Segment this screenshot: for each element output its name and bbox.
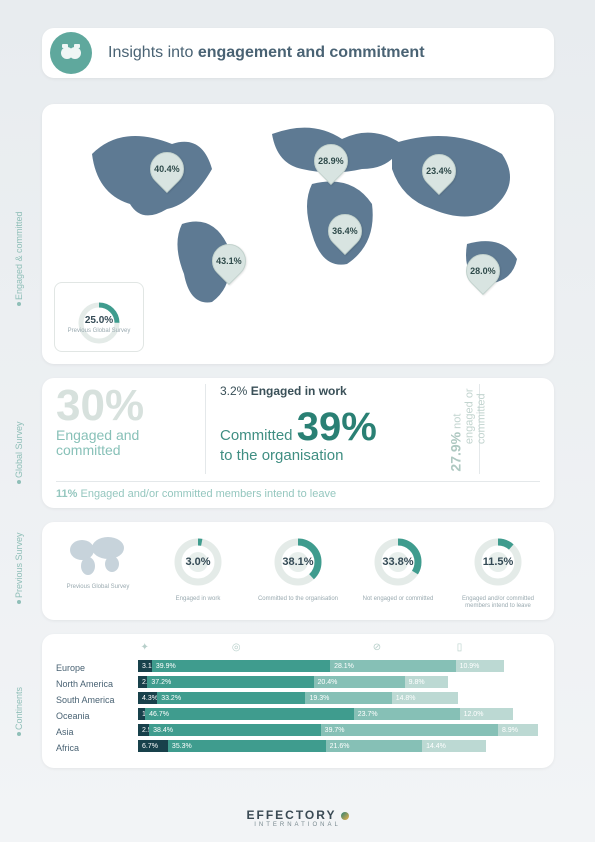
continents-card: ✦◎⊘▯ EuropeNorth AmericaSouth AmericaOce… xyxy=(42,634,554,768)
prev-badge-pct: 25.0% xyxy=(85,315,113,326)
map-pin: 28.9% xyxy=(314,144,348,186)
mid2-pct: 39% xyxy=(297,405,377,449)
bar-segment: 21.6% xyxy=(326,740,422,752)
bar-segment: 37.2% xyxy=(147,676,313,688)
footer-brand: EFFECTORY INTERNATIONAL xyxy=(0,808,595,828)
col-header-icon: ⊘ xyxy=(321,642,433,656)
page-title: Insights into engagement and commitment xyxy=(108,44,425,62)
bar-segment: 2.5% xyxy=(138,724,149,736)
global-right: 27.9% not engaged or committed xyxy=(488,386,544,472)
logo-icon xyxy=(50,32,92,74)
section-label-map: Engaged & committed xyxy=(14,211,24,300)
bar-segment: 1.6% xyxy=(138,708,145,720)
bar-segment: 3.1% xyxy=(138,660,152,672)
right-l3: committed xyxy=(476,394,488,445)
title-prefix: Insights into xyxy=(108,44,198,61)
section-label-previous: Previous Survey xyxy=(14,532,24,598)
continent-name: Oceania xyxy=(56,708,115,724)
bar-segment: 35.3% xyxy=(168,740,326,752)
bar-segment: 39.7% xyxy=(321,724,498,736)
bar-segment: 9.8% xyxy=(405,676,449,688)
bar-segment: 46.7% xyxy=(145,708,354,720)
continent-row: 2.5%38.4%39.7%8.9% xyxy=(138,724,540,736)
global-left-l1: Engaged and xyxy=(56,427,139,443)
mid2-l2: to the organisation xyxy=(220,447,343,464)
global-survey-card: 30% Engaged andcommitted 3.2% Engaged in… xyxy=(42,378,554,508)
bar-segment: 20.4% xyxy=(314,676,405,688)
col-header-icon: ◎ xyxy=(151,642,321,656)
bar-segment: 39.9% xyxy=(152,660,330,672)
continent-row: 1.6%46.7%23.7%12.0% xyxy=(138,708,540,720)
brand-dot-icon xyxy=(341,812,349,820)
map-pin: 43.1% xyxy=(212,244,246,286)
continent-bars: 3.1%39.9%28.1%10.9% 2.1%37.2%20.4%9.8% 4.3… xyxy=(138,660,540,756)
continent-row: 2.1%37.2%20.4%9.8% xyxy=(138,676,540,688)
col-header-icon: ✦ xyxy=(138,642,151,656)
continent-name: North America xyxy=(56,676,115,692)
continent-row: 3.1%39.9%28.1%10.9% xyxy=(138,660,540,672)
prev-badge-caption: Previous Global Survey xyxy=(68,328,131,334)
previous-col: 11.5%Engaged and/or committed members in… xyxy=(454,532,542,610)
previous-survey-card: Previous Global Survey3.0%Engaged in wor… xyxy=(42,522,554,620)
continent-header-icons: ✦◎⊘▯ xyxy=(138,642,540,656)
gf-text: Engaged and/or committed members intend … xyxy=(80,488,336,500)
global-mid: 3.2% Engaged in work Committed 39% to th… xyxy=(220,384,480,474)
title-bold: engagement and commitment xyxy=(198,44,425,61)
bar-segment: 14.8% xyxy=(392,692,458,704)
bar-segment: 38.4% xyxy=(149,724,321,736)
bar-segment: 28.1% xyxy=(330,660,456,672)
continent-name: Africa xyxy=(56,740,115,756)
brand-sub: INTERNATIONAL xyxy=(0,822,595,828)
map-card: 40.4% 28.9% 23.4% 43.1% 36.4% 28.0% 25.0% Pre… xyxy=(42,104,554,364)
header-card: Insights into engagement and commitment xyxy=(42,28,554,78)
map-pin: 28.0% xyxy=(466,254,500,296)
global-footer: 11% Engaged and/or committed members int… xyxy=(56,481,540,500)
bar-segment: 2.1% xyxy=(138,676,147,688)
mid1-text: Engaged in work xyxy=(251,384,347,398)
bar-segment: 23.7% xyxy=(354,708,460,720)
continent-name: Asia xyxy=(56,724,115,740)
global-left-l2: committed xyxy=(56,442,121,458)
continent-row: 4.3%33.2%19.3%14.8% xyxy=(138,692,540,704)
section-label-continents: Continents xyxy=(14,687,24,730)
previous-col: 33.8%Not engaged or committed xyxy=(354,532,442,603)
bar-segment: 4.3% xyxy=(138,692,157,704)
continent-name: South America xyxy=(56,692,115,708)
map-pin: 23.4% xyxy=(422,154,456,196)
bar-segment: 12.0% xyxy=(460,708,514,720)
global-left-pct: 30% xyxy=(56,384,205,428)
section-label-global: Global Survey xyxy=(14,421,24,478)
brand-name: EFFECTORY xyxy=(246,808,336,822)
continent-row: 6.7%35.3%21.6%14.4% xyxy=(138,740,540,752)
previous-col: 38.1%Committed to the organisation xyxy=(254,532,342,603)
bar-segment: 6.7% xyxy=(138,740,168,752)
previous-global-badge: 25.0% Previous Global Survey xyxy=(54,282,144,352)
map-pin: 40.4% xyxy=(150,152,184,194)
bar-segment: 33.2% xyxy=(157,692,305,704)
map-pin: 36.4% xyxy=(328,214,362,256)
right-pct: 27.9% xyxy=(447,432,463,472)
mid2-l1: Committed xyxy=(220,427,293,444)
gf-pct: 11% xyxy=(56,488,77,500)
previous-col: 3.0%Engaged in work xyxy=(154,532,242,603)
right-l2: engaged or xyxy=(464,389,476,445)
global-left: 30% Engaged andcommitted xyxy=(56,384,206,474)
mid1-pct: 3.2% xyxy=(220,384,247,398)
bar-segment: 8.9% xyxy=(498,724,538,736)
bar-segment: 10.9% xyxy=(456,660,505,672)
bar-segment: 19.3% xyxy=(305,692,391,704)
right-l1: not xyxy=(451,414,463,429)
previous-col: Previous Global Survey xyxy=(54,532,142,591)
col-header-icon: ▯ xyxy=(433,642,487,656)
continent-labels: EuropeNorth AmericaSouth AmericaOceaniaA… xyxy=(56,660,115,756)
continent-name: Europe xyxy=(56,660,115,676)
bar-segment: 14.4% xyxy=(422,740,486,752)
